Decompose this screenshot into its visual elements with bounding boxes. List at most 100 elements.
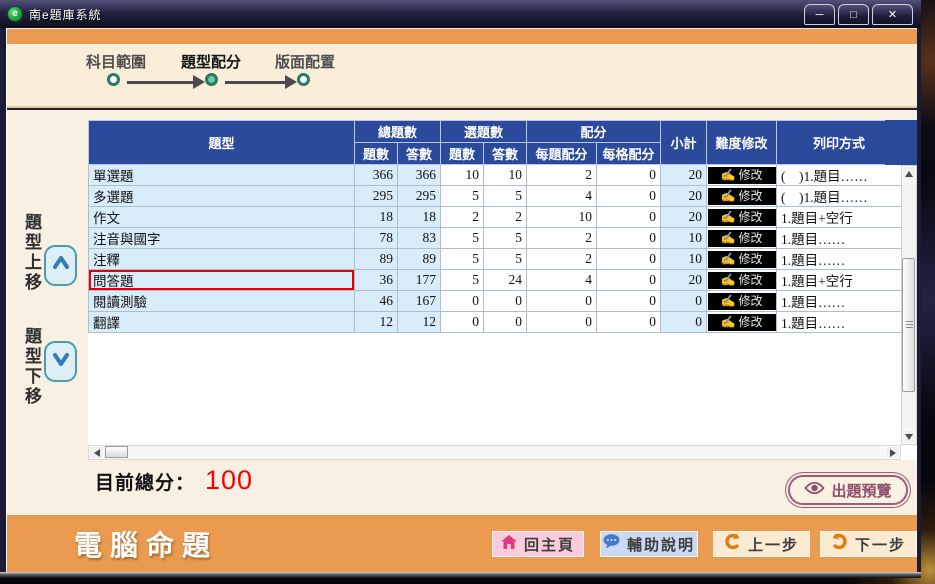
- horizontal-scroll-thumb[interactable]: [105, 446, 128, 458]
- table-row[interactable]: 閱讀測驗 46 167 0 0 0 0 0 ✍ 修改 1.題目……: [88, 290, 903, 312]
- cell-print-method[interactable]: 1.題目……: [776, 227, 903, 249]
- prev-step-button[interactable]: 上一步: [713, 531, 810, 557]
- col-header-total-answers: 答數: [396, 142, 442, 165]
- modify-button[interactable]: ✍ 修改: [707, 271, 776, 289]
- cell-subtotal: 20: [660, 164, 708, 186]
- cell-per-question-points[interactable]: 10: [526, 206, 598, 228]
- footer-title: 電腦命題: [74, 530, 219, 561]
- scroll-up-button[interactable]: [902, 166, 916, 181]
- cell-question-type[interactable]: 注音與國字: [88, 227, 355, 249]
- cell-per-question-points[interactable]: 2: [526, 248, 598, 270]
- score-label: 目前總分：: [95, 473, 196, 494]
- cell-selected-answers[interactable]: 0: [483, 290, 528, 312]
- edit-hand-icon: ✍: [720, 231, 736, 246]
- cell-total-answers: 177: [396, 269, 442, 291]
- cell-print-method[interactable]: 1.題目……: [776, 311, 903, 333]
- modify-button[interactable]: ✍ 修改: [707, 313, 776, 331]
- table-row[interactable]: 注音與國字 78 83 5 5 2 0 10 ✍ 修改 1.題目……: [88, 227, 903, 249]
- modify-button[interactable]: ✍ 修改: [707, 229, 776, 247]
- vertical-scrollbar[interactable]: [901, 165, 917, 445]
- cell-selected-count[interactable]: 5: [440, 269, 485, 291]
- table-row[interactable]: 單選題 366 366 10 10 2 0 20 ✍ 修改 ( )1.題目……: [88, 164, 903, 186]
- cell-per-question-points[interactable]: 0: [526, 311, 598, 333]
- minimize-icon: ─: [815, 8, 824, 21]
- modify-button[interactable]: ✍ 修改: [707, 187, 776, 205]
- cell-selected-count[interactable]: 2: [440, 206, 485, 228]
- cell-selected-count[interactable]: 5: [440, 248, 485, 270]
- cell-difficulty: ✍ 修改: [706, 227, 778, 249]
- modify-button[interactable]: ✍ 修改: [707, 166, 776, 184]
- scroll-down-button[interactable]: [902, 429, 916, 444]
- cell-selected-answers[interactable]: 0: [483, 311, 528, 333]
- close-button[interactable]: ✕: [872, 4, 913, 25]
- cell-question-type[interactable]: 注釋: [88, 248, 355, 270]
- triangle-right-icon: [889, 448, 896, 457]
- cell-selected-count[interactable]: 0: [440, 311, 485, 333]
- cell-selected-answers[interactable]: 10: [483, 164, 528, 186]
- title-bar[interactable]: e 南e題庫系統: [0, 0, 921, 28]
- col-header-per-question: 每題配分: [526, 142, 598, 165]
- cell-question-type[interactable]: 翻譯: [88, 311, 355, 333]
- home-button[interactable]: 回主頁: [492, 531, 584, 557]
- cell-selected-answers[interactable]: 5: [483, 185, 528, 207]
- arrow-back-icon: [724, 533, 741, 555]
- cell-per-blank-points[interactable]: 0: [596, 185, 662, 207]
- cell-print-method[interactable]: ( )1.題目……: [776, 185, 903, 207]
- cell-selected-answers[interactable]: 5: [483, 248, 528, 270]
- horizontal-scrollbar[interactable]: [88, 445, 901, 460]
- modify-button[interactable]: ✍ 修改: [707, 250, 776, 268]
- cell-selected-answers[interactable]: 2: [483, 206, 528, 228]
- modify-button[interactable]: ✍ 修改: [707, 208, 776, 226]
- table-row[interactable]: 多選題 295 295 5 5 4 0 20 ✍ 修改 ( )1.題目……: [88, 185, 903, 207]
- cell-selected-count[interactable]: 10: [440, 164, 485, 186]
- move-down-label: 題型下移: [22, 327, 41, 407]
- preview-button[interactable]: 出題預覽: [788, 475, 908, 505]
- maximize-button[interactable]: □: [838, 4, 869, 25]
- cell-question-type[interactable]: 作文: [88, 206, 355, 228]
- table-row[interactable]: 問答題 36 177 5 24 4 0 20 ✍ 修改 1.題目+空行: [88, 269, 903, 291]
- cell-print-method[interactable]: 1.題目……: [776, 248, 903, 270]
- cell-print-method[interactable]: ( )1.題目……: [776, 164, 903, 186]
- cell-selected-count[interactable]: 0: [440, 290, 485, 312]
- cell-question-type[interactable]: 閱讀測驗: [88, 290, 355, 312]
- cell-per-blank-points[interactable]: 0: [596, 206, 662, 228]
- cell-per-blank-points[interactable]: 0: [596, 269, 662, 291]
- move-down-button[interactable]: [44, 341, 77, 382]
- cell-per-question-points[interactable]: 4: [526, 185, 598, 207]
- table-row[interactable]: 翻譯 12 12 0 0 0 0 0 ✍ 修改 1.題目……: [88, 311, 903, 333]
- cell-selected-count[interactable]: 5: [440, 185, 485, 207]
- cell-print-method[interactable]: 1.題目+空行: [776, 206, 903, 228]
- cell-question-type[interactable]: 單選題: [88, 164, 355, 186]
- cell-per-question-points[interactable]: 0: [526, 290, 598, 312]
- cell-selected-count[interactable]: 5: [440, 227, 485, 249]
- modify-button[interactable]: ✍ 修改: [707, 292, 776, 310]
- cell-selected-answers[interactable]: 24: [483, 269, 528, 291]
- cell-question-type[interactable]: 多選題: [88, 185, 355, 207]
- minimize-button[interactable]: ─: [804, 4, 835, 25]
- steps-panel: 科目範圍 題型配分 版面配置: [7, 44, 917, 108]
- cell-per-blank-points[interactable]: 0: [596, 164, 662, 186]
- move-up-button[interactable]: [44, 245, 77, 286]
- scroll-left-button[interactable]: [89, 446, 104, 459]
- cell-per-question-points[interactable]: 4: [526, 269, 598, 291]
- table-row[interactable]: 作文 18 18 2 2 10 0 20 ✍ 修改 1.題目+空行: [88, 206, 903, 228]
- help-button[interactable]: 輔助說明: [600, 531, 698, 557]
- cell-print-method[interactable]: 1.題目……: [776, 290, 903, 312]
- step-label-type-allocation: 題型配分: [180, 54, 241, 71]
- cell-per-question-points[interactable]: 2: [526, 227, 598, 249]
- cell-print-method[interactable]: 1.題目+空行: [776, 269, 903, 291]
- table-row[interactable]: 注釋 89 89 5 5 2 0 10 ✍ 修改 1.題目……: [88, 248, 903, 270]
- cell-per-question-points[interactable]: 2: [526, 164, 598, 186]
- cell-per-blank-points[interactable]: 0: [596, 290, 662, 312]
- cell-total-answers: 12: [396, 311, 442, 333]
- cell-question-type[interactable]: 問答題: [88, 269, 355, 291]
- cell-per-blank-points[interactable]: 0: [596, 227, 662, 249]
- score-value: 100: [205, 465, 254, 495]
- scroll-right-button[interactable]: [885, 446, 900, 459]
- cell-per-blank-points[interactable]: 0: [596, 311, 662, 333]
- next-step-button[interactable]: 下一步: [820, 531, 917, 557]
- cell-per-blank-points[interactable]: 0: [596, 248, 662, 270]
- cell-difficulty: ✍ 修改: [706, 206, 778, 228]
- cell-selected-answers[interactable]: 5: [483, 227, 528, 249]
- vertical-scroll-thumb[interactable]: [902, 258, 915, 392]
